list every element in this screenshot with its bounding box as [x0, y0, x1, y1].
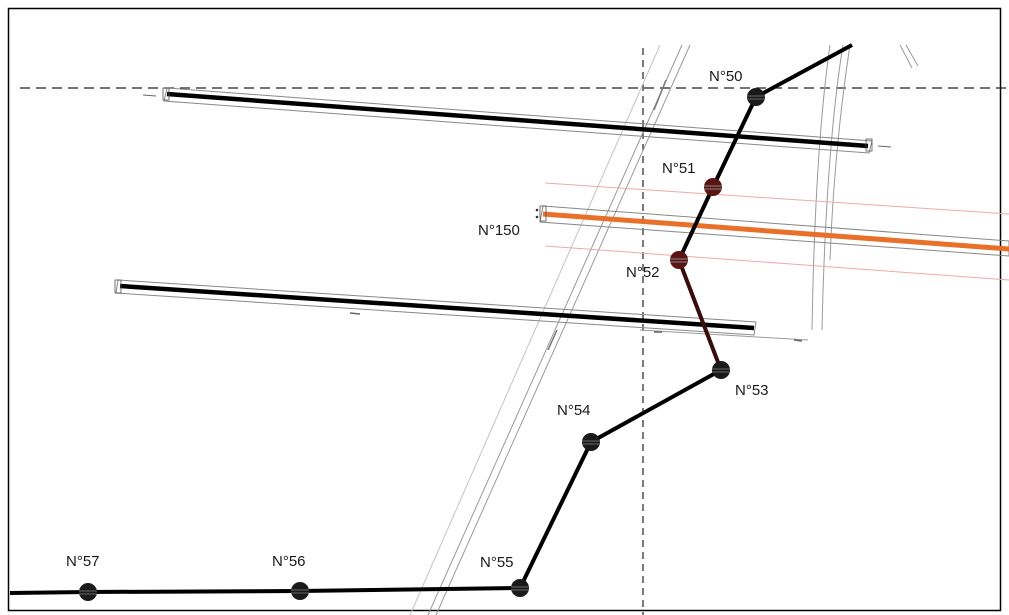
pole-n51: N°51	[662, 160, 722, 196]
pole-n55: N°55	[480, 554, 529, 597]
overhead-route	[9, 43, 853, 595]
route-segment	[299, 586, 521, 593]
pole-label: N°56	[272, 553, 306, 570]
pole-label: N°51	[662, 160, 696, 177]
pole-n57: N°57	[66, 553, 100, 601]
pink-guide-lines	[544, 182, 1009, 281]
crossing-n150	[535, 205, 1009, 257]
pole-label: N°50	[709, 68, 743, 85]
pole-marker	[582, 433, 600, 451]
pole-marker	[747, 88, 765, 106]
pole-n53: N°53	[712, 361, 769, 399]
pole-label: N°54	[557, 402, 591, 419]
pole-label: N°57	[66, 553, 100, 570]
lower-cable	[114, 279, 803, 342]
route-segment	[9, 590, 89, 595]
pole-n56: N°56	[272, 553, 309, 600]
pole-label: N°52	[626, 264, 660, 281]
route-segment	[755, 43, 853, 99]
frame-border	[7, 7, 1002, 612]
route-segment	[677, 186, 715, 261]
pole-marker	[511, 579, 529, 597]
route-segment	[711, 96, 758, 188]
pole-label: N°53	[735, 382, 769, 399]
route-segment	[87, 589, 301, 594]
pole-marker	[79, 583, 97, 601]
route-segment	[518, 441, 593, 589]
pole-n50: N°50	[709, 68, 765, 106]
pole-marker	[704, 178, 722, 196]
route-segment	[590, 368, 722, 444]
pole-n54: N°54	[557, 402, 600, 451]
diagonal-road	[409, 44, 691, 615]
pole-label: N°55	[480, 554, 514, 571]
crossing-label: N°150	[478, 222, 520, 239]
pole-marker	[670, 251, 688, 269]
route-segment-highlight	[677, 259, 723, 371]
pole-marker	[712, 361, 730, 379]
upper-cable	[142, 87, 892, 154]
pole-n52: N°52	[626, 251, 688, 281]
pole-marker	[291, 582, 309, 600]
